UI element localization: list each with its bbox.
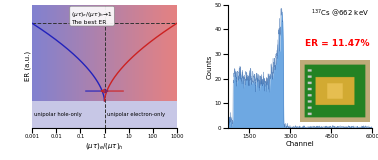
- Bar: [97, 5, 99, 101]
- Bar: [144, 5, 146, 101]
- Bar: [164, 5, 166, 101]
- Bar: [170, 5, 172, 101]
- Bar: [139, 5, 141, 101]
- Bar: [81, 5, 83, 101]
- Bar: [83, 5, 85, 101]
- Bar: [153, 5, 155, 101]
- Bar: [115, 5, 117, 101]
- Bar: [34, 5, 36, 101]
- Bar: [137, 5, 139, 101]
- Bar: [50, 5, 52, 101]
- Bar: [56, 5, 57, 101]
- Bar: [106, 5, 108, 101]
- Bar: [90, 5, 92, 101]
- Bar: [45, 5, 46, 101]
- Bar: [48, 5, 50, 101]
- Bar: [43, 5, 45, 101]
- Bar: [121, 5, 122, 101]
- Bar: [133, 5, 135, 101]
- Bar: [88, 5, 90, 101]
- Text: $^{137}$Cs @662 keV: $^{137}$Cs @662 keV: [311, 7, 369, 19]
- Bar: [150, 5, 152, 101]
- Bar: [155, 5, 157, 101]
- Bar: [46, 5, 48, 101]
- Bar: [126, 5, 128, 101]
- Bar: [72, 5, 74, 101]
- Bar: [54, 5, 56, 101]
- Bar: [101, 5, 103, 101]
- Text: unipolar hole-only: unipolar hole-only: [34, 112, 81, 117]
- Bar: [41, 5, 43, 101]
- Bar: [79, 5, 81, 101]
- Bar: [37, 5, 39, 101]
- Bar: [92, 5, 94, 101]
- Bar: [65, 5, 67, 101]
- Bar: [108, 5, 110, 101]
- Bar: [130, 5, 132, 101]
- Bar: [146, 5, 148, 101]
- Bar: [68, 5, 70, 101]
- Bar: [122, 5, 124, 101]
- Bar: [36, 5, 37, 101]
- Bar: [39, 5, 41, 101]
- Bar: [67, 5, 68, 101]
- X-axis label: Channel: Channel: [285, 141, 314, 147]
- Bar: [94, 5, 96, 101]
- Bar: [99, 5, 101, 101]
- Bar: [135, 5, 137, 101]
- Bar: [32, 5, 34, 101]
- Bar: [157, 5, 159, 101]
- Bar: [104, 5, 106, 101]
- Bar: [59, 5, 61, 101]
- Bar: [128, 5, 130, 101]
- Bar: [52, 5, 54, 101]
- Bar: [110, 5, 112, 101]
- Bar: [141, 5, 143, 101]
- Bar: [124, 5, 126, 101]
- Bar: [168, 5, 170, 101]
- Bar: [175, 5, 177, 101]
- Bar: [32, 101, 177, 128]
- Bar: [61, 5, 63, 101]
- Bar: [132, 5, 133, 101]
- Bar: [70, 5, 72, 101]
- Text: unipolar electron-only: unipolar electron-only: [107, 112, 166, 117]
- Bar: [85, 5, 87, 101]
- Bar: [173, 5, 175, 101]
- Text: $(\mu\tau)_e/(\mu\tau)_h\!\to\!1$
The best ER: $(\mu\tau)_e/(\mu\tau)_h\!\to\!1$ The be…: [71, 10, 113, 24]
- Bar: [117, 5, 119, 101]
- Bar: [74, 5, 76, 101]
- Bar: [113, 5, 115, 101]
- Bar: [152, 5, 153, 101]
- Bar: [143, 5, 144, 101]
- Bar: [76, 5, 77, 101]
- Bar: [172, 5, 173, 101]
- Bar: [159, 5, 161, 101]
- Y-axis label: Counts: Counts: [207, 54, 213, 79]
- Bar: [103, 5, 104, 101]
- Bar: [87, 5, 88, 101]
- Bar: [119, 5, 121, 101]
- Bar: [161, 5, 163, 101]
- Bar: [112, 5, 113, 101]
- Bar: [163, 5, 164, 101]
- X-axis label: $(\mu\tau)_e / (\mu\tau)_h$: $(\mu\tau)_e / (\mu\tau)_h$: [85, 141, 124, 151]
- Bar: [63, 5, 65, 101]
- Y-axis label: ER (a.u.): ER (a.u.): [24, 51, 31, 81]
- Bar: [77, 5, 79, 101]
- Bar: [166, 5, 168, 101]
- Bar: [96, 5, 97, 101]
- Text: ER = 11.47%: ER = 11.47%: [305, 39, 369, 48]
- Bar: [148, 5, 150, 101]
- Bar: [57, 5, 59, 101]
